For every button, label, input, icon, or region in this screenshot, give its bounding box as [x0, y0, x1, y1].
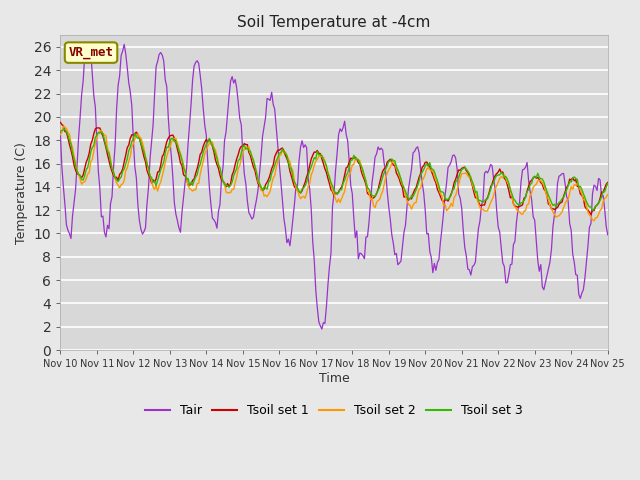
- Tsoil set 2: [160, 167, 168, 173]
- Tsoil set 2: [388, 160, 396, 166]
- Line: Tair: Tair: [60, 44, 608, 329]
- Tsoil set 1: [56, 120, 64, 125]
- Tair: [371, 154, 379, 160]
- Line: Tsoil set 1: Tsoil set 1: [60, 122, 608, 215]
- Tsoil set 2: [538, 180, 546, 186]
- Tsoil set 3: [56, 128, 64, 134]
- Text: VR_met: VR_met: [68, 46, 113, 59]
- Tsoil set 3: [604, 180, 612, 186]
- Tair: [120, 41, 128, 47]
- Tsoil set 3: [73, 168, 81, 174]
- Tsoil set 2: [60, 123, 67, 129]
- Tair: [160, 58, 168, 64]
- Tsoil set 2: [73, 167, 81, 173]
- Tsoil set 2: [590, 218, 598, 224]
- Tsoil set 1: [604, 180, 612, 185]
- Tsoil set 3: [400, 186, 408, 192]
- Tsoil set 3: [589, 207, 596, 213]
- X-axis label: Time: Time: [319, 372, 349, 385]
- Tair: [390, 240, 397, 246]
- Tair: [604, 232, 612, 238]
- Tair: [318, 326, 326, 332]
- Tsoil set 2: [370, 203, 378, 208]
- Tsoil set 3: [388, 156, 396, 162]
- Tsoil set 1: [387, 156, 394, 162]
- Tsoil set 1: [399, 185, 406, 191]
- Tair: [402, 222, 410, 228]
- Title: Soil Temperature at -4cm: Soil Temperature at -4cm: [237, 15, 431, 30]
- Tsoil set 2: [604, 192, 612, 197]
- Tsoil set 1: [72, 167, 79, 173]
- Tsoil set 1: [368, 196, 376, 202]
- Line: Tsoil set 2: Tsoil set 2: [60, 126, 608, 221]
- Y-axis label: Temperature (C): Temperature (C): [15, 142, 28, 244]
- Tsoil set 3: [160, 159, 168, 165]
- Tsoil set 1: [158, 154, 166, 159]
- Legend: Tair, Tsoil set 1, Tsoil set 2, Tsoil set 3: Tair, Tsoil set 1, Tsoil set 2, Tsoil se…: [140, 399, 527, 422]
- Tsoil set 3: [538, 176, 546, 182]
- Tsoil set 3: [61, 127, 68, 132]
- Tair: [540, 287, 548, 293]
- Tsoil set 1: [587, 212, 595, 217]
- Tsoil set 1: [537, 180, 545, 185]
- Line: Tsoil set 3: Tsoil set 3: [60, 130, 608, 210]
- Tair: [56, 130, 64, 135]
- Tsoil set 2: [400, 184, 408, 190]
- Tsoil set 2: [56, 132, 64, 137]
- Tair: [72, 187, 79, 192]
- Tsoil set 3: [370, 193, 378, 199]
